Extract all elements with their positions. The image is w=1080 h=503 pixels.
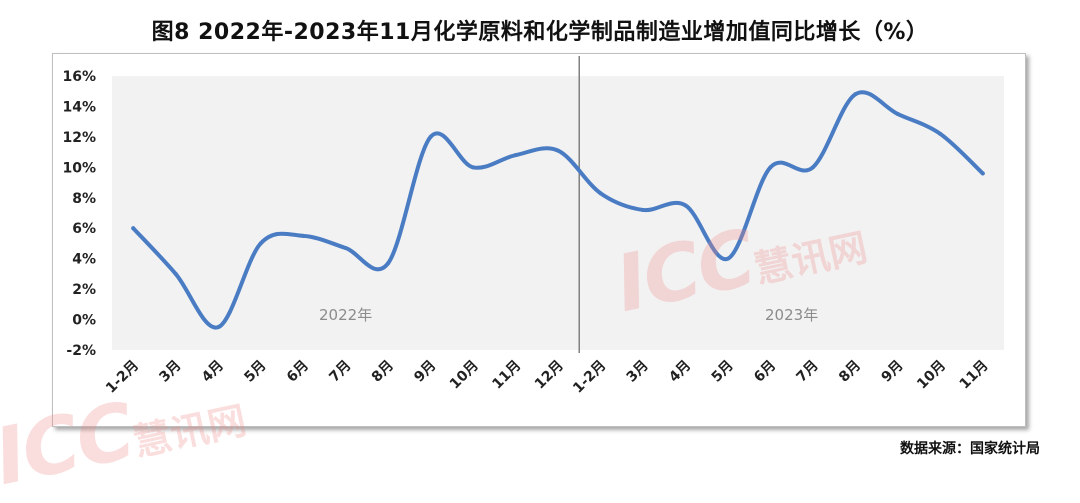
- y-tick-label: -2%: [66, 343, 96, 359]
- year-label: 2023年: [765, 306, 818, 324]
- data-point: [980, 171, 985, 176]
- x-tick-label: 11月: [957, 358, 992, 393]
- data-source: 数据来源：国家统计局: [900, 441, 1040, 457]
- x-tick-label: 4月: [666, 358, 694, 386]
- watermark-name: 慧讯网: [129, 398, 251, 465]
- x-tick-label: 1-2月: [570, 358, 609, 397]
- data-point: [428, 134, 433, 139]
- data-point: [598, 191, 603, 196]
- data-point: [725, 256, 730, 261]
- y-tick-label: 0%: [72, 313, 96, 329]
- x-tick-label: 7月: [794, 358, 822, 386]
- x-tick-label: 5月: [709, 358, 737, 386]
- year-label: 2022年: [319, 306, 372, 324]
- plot-area: [112, 76, 1004, 350]
- x-tick-label: 7月: [326, 358, 354, 386]
- data-point: [556, 148, 560, 153]
- y-tick-label: 2%: [72, 282, 96, 298]
- x-tick-label: 8月: [369, 358, 397, 386]
- series-line: [131, 90, 985, 330]
- data-point: [216, 325, 221, 330]
- data-point: [471, 165, 476, 170]
- data-point: [301, 233, 306, 238]
- x-tick-label: 6月: [284, 358, 312, 386]
- x-tick-label: 6月: [751, 358, 779, 386]
- watermark-name: 慧讯网: [750, 225, 872, 292]
- x-tick-label: 8月: [836, 358, 864, 386]
- x-tick-label: 12月: [532, 358, 567, 393]
- data-point: [258, 241, 263, 246]
- data-point: [173, 271, 178, 276]
- y-tick-label: 14%: [62, 99, 96, 115]
- x-tick-label: 11月: [489, 358, 524, 393]
- y-tick-label: 12%: [62, 130, 96, 146]
- data-point: [683, 203, 688, 208]
- data-point: [343, 246, 348, 251]
- chart-title: 图8 2022年-2023年11月化学原料和化学制品制造业增加值同比增长（%）: [151, 20, 929, 45]
- x-tick-label: 10月: [447, 358, 482, 393]
- data-point: [513, 153, 518, 158]
- x-tick-label: 3月: [624, 358, 652, 386]
- line-chart: -2% 0% 2% 4% 6% 8% 10% 12% 14% 16% 1-2月 3月 4月 5月 6月 7月…: [62, 56, 1004, 397]
- x-tick-label: 10月: [914, 358, 949, 393]
- data-point: [938, 131, 943, 136]
- x-tick-label: 9月: [879, 358, 907, 386]
- y-tick-label: 6%: [72, 221, 96, 237]
- y-tick-label: 10%: [62, 160, 96, 176]
- data-point: [131, 226, 136, 231]
- x-tick-label: 5月: [241, 358, 269, 386]
- data-point: [640, 207, 645, 212]
- y-tick-label: 4%: [72, 252, 96, 268]
- x-tick-label: 9月: [411, 358, 439, 386]
- y-tick-label: 8%: [72, 191, 96, 207]
- data-point: [895, 112, 900, 117]
- data-point: [810, 165, 815, 170]
- data-point: [386, 261, 391, 266]
- y-tick-label: 16%: [62, 69, 96, 85]
- data-point: [853, 92, 858, 97]
- data-point: [768, 165, 773, 170]
